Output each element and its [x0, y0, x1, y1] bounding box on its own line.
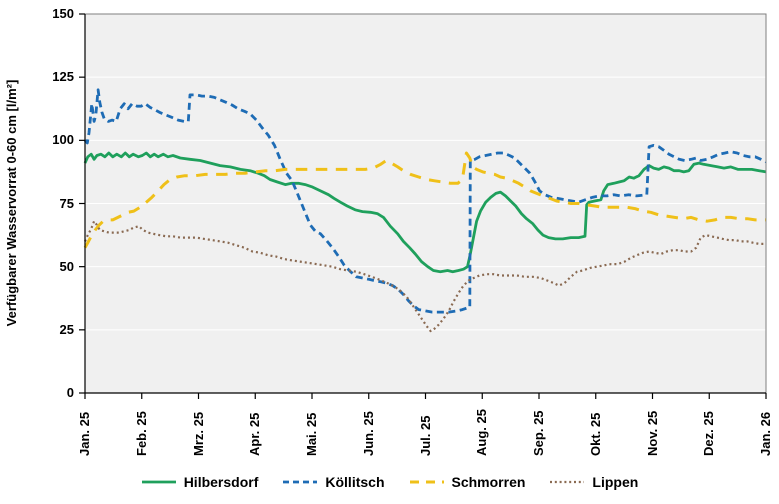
legend-label: Lippen [592, 474, 639, 490]
y-tick-label-50: 50 [59, 258, 74, 274]
legend-line-sample [409, 480, 444, 484]
legend-label: Köllitsch [325, 474, 385, 490]
y-tick-label-25: 25 [59, 321, 74, 337]
y-tick-label-75: 75 [59, 195, 74, 211]
series-line-lippen [83, 220, 766, 333]
legend-line-sample [283, 480, 318, 484]
x-tick-label-jan-26: Jan. 26 [758, 411, 773, 456]
x-tick-label-jul-25: Jul. 25 [417, 415, 433, 456]
legend-item-köllitsch: Köllitsch [282, 474, 385, 490]
y-tick-label-100: 100 [52, 132, 74, 148]
legend-line-sample [141, 480, 176, 484]
legend-label: Schmorren [451, 474, 526, 490]
legend-item-schmorren: Schmorren [409, 474, 526, 490]
series-line-schmorren [83, 151, 766, 249]
y-tick-label-150: 150 [52, 6, 74, 21]
y-tick-label-0: 0 [66, 385, 74, 400]
x-tick-label-feb-25: Feb. 25 [133, 411, 149, 456]
x-tick-label-apr-25: Apr. 25 [247, 412, 263, 456]
x-tick-label-okt-25: Okt. 25 [587, 412, 603, 456]
y-tick-label-125: 125 [52, 69, 74, 85]
x-tick-label-jan-25: Jan. 25 [77, 411, 92, 456]
legend-item-lippen: Lippen [549, 474, 638, 490]
x-tick-label-dez-25: Dez. 25 [701, 411, 717, 456]
legend: Hilbersdorf Köllitsch Schmorren Lippen [0, 474, 779, 490]
series-line-hilbersdorf [83, 151, 767, 274]
legend-label: Hilbersdorf [183, 474, 259, 490]
legend-line-sample [550, 480, 585, 484]
x-tick-label-aug-25: Aug. 25 [474, 409, 490, 456]
x-tick-label-mai-25: Mai. 25 [304, 412, 319, 456]
x-tick-label-mrz-25: Mrz. 25 [190, 411, 206, 456]
x-tick-label-nov-25: Nov. 25 [644, 410, 660, 456]
x-tick-label-jun-25: Jun. 25 [360, 411, 376, 456]
series-line-köllitsch [83, 88, 767, 314]
x-tick-label-sep-25: Sep. 25 [531, 410, 546, 456]
y-axis-title: Verfügbarer Wasservorrat 0-60 cm [l/m²] [4, 79, 19, 327]
legend-item-hilbersdorf: Hilbersdorf [141, 474, 259, 490]
